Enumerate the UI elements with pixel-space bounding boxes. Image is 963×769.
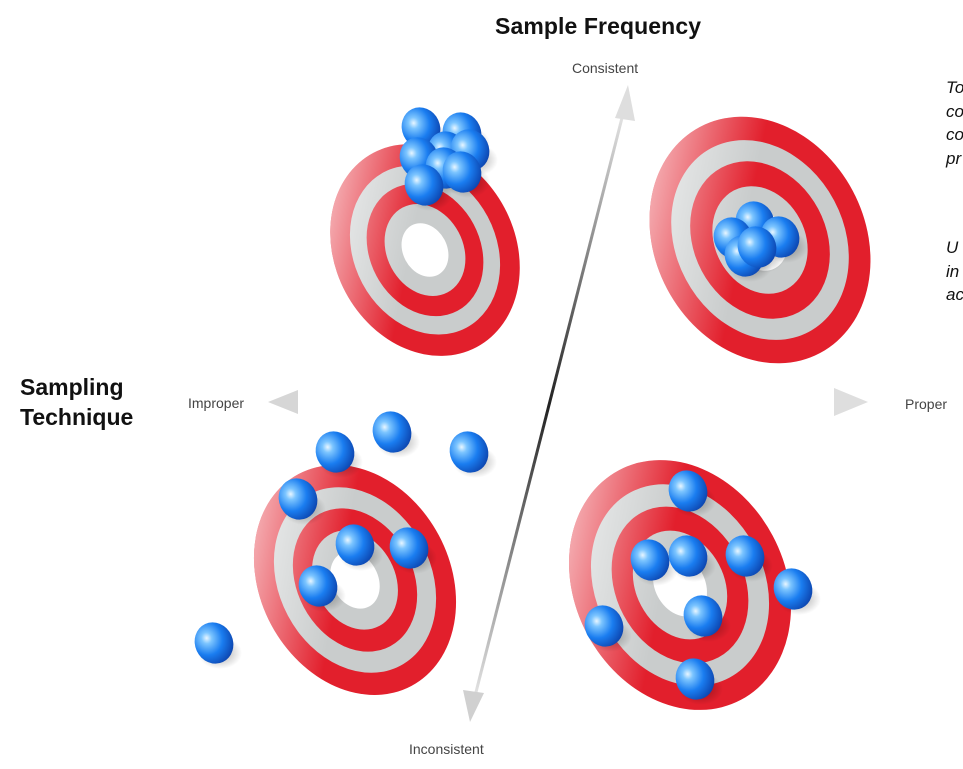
sample-dot (389, 527, 429, 569)
arrow-down-icon (463, 690, 484, 722)
sample-dot (449, 431, 489, 473)
sample-dot (683, 595, 723, 637)
title-technique-line2: Technique (20, 404, 134, 430)
side-note-line: in (946, 261, 960, 281)
side-note-line: pr (946, 148, 962, 168)
sample-dot (773, 568, 813, 610)
sample-dot (737, 226, 777, 268)
sample-dot (315, 431, 355, 473)
arrow-right-icon (834, 388, 868, 416)
sample-dot (404, 164, 444, 206)
sample-dot (298, 565, 338, 607)
sample-dot (630, 539, 670, 581)
sample-dot (668, 470, 708, 512)
sample-dot (335, 524, 375, 566)
horizontal-axis (268, 388, 868, 416)
axis-label-inconsistent: Inconsistent (409, 741, 484, 757)
side-note-line: ac (946, 285, 963, 304)
target-bottom-left (253, 465, 457, 695)
side-note-line: To (946, 78, 963, 97)
sample-dot (442, 151, 482, 193)
sample-dot (278, 478, 318, 520)
side-note-1: To co co pr (946, 76, 963, 170)
side-note-2: U in ac (946, 236, 963, 307)
axis-label-improper: Improper (188, 395, 245, 411)
title-technique-line1: Sampling (20, 374, 124, 400)
side-note-line: co (946, 101, 963, 121)
vertical-axis (463, 85, 635, 722)
sample-dot (584, 605, 624, 647)
arrow-left-icon (268, 390, 298, 414)
sample-dots (194, 107, 821, 705)
title-sample-frequency: Sample Frequency (495, 13, 702, 39)
side-note-line: co (946, 125, 963, 144)
sample-dot (401, 107, 441, 149)
side-note-line: U (946, 238, 959, 257)
sample-dot (194, 622, 234, 664)
title-sampling-technique: Sampling Technique (20, 372, 133, 432)
arrow-up-icon (615, 85, 635, 121)
axis-label-proper: Proper (905, 396, 948, 412)
sample-dot (668, 535, 708, 577)
sample-dot (372, 411, 412, 453)
sample-dot (675, 658, 715, 700)
axis-label-consistent: Consistent (572, 60, 639, 76)
sample-dot (725, 535, 765, 577)
